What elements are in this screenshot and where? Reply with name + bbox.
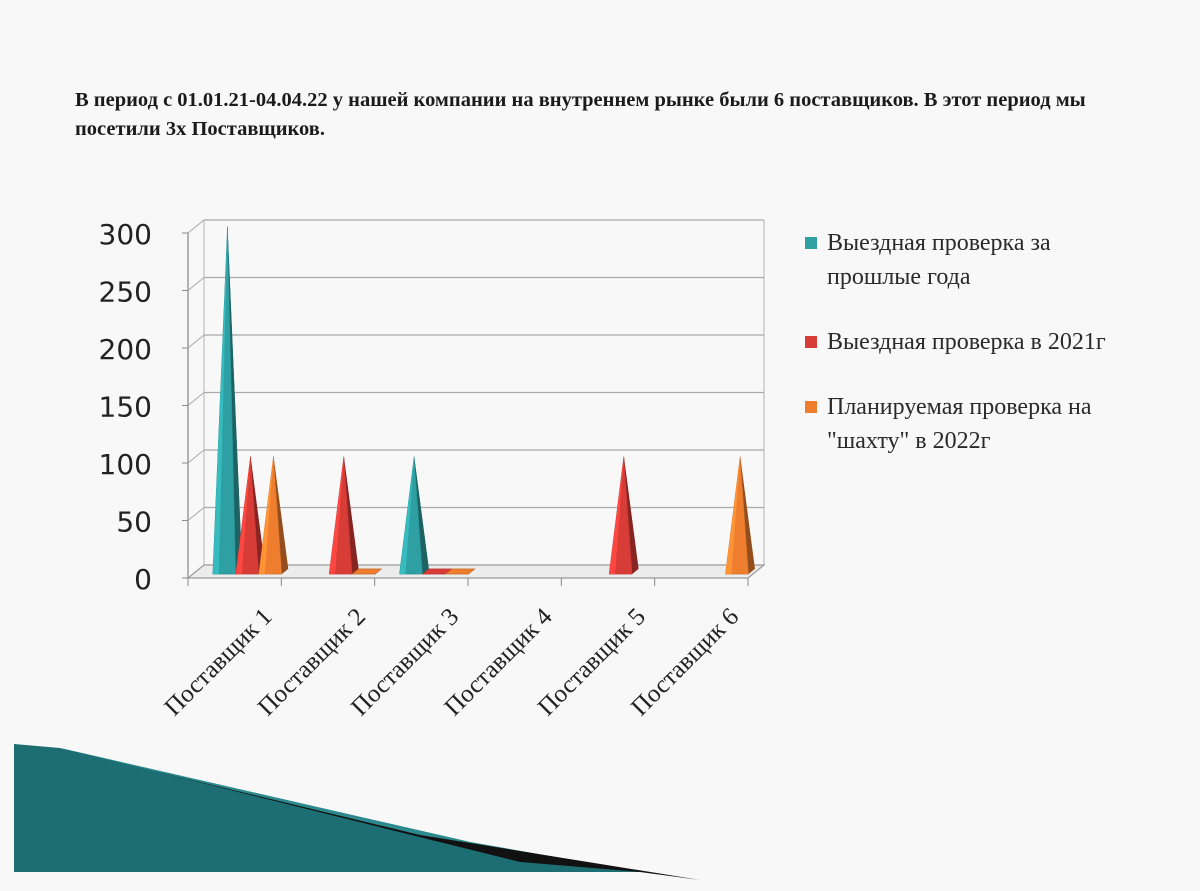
y-tick-label: 50 bbox=[116, 506, 152, 539]
decorative-corner-ribbon bbox=[14, 744, 700, 880]
bar-highlight bbox=[609, 456, 624, 575]
bar-highlight bbox=[329, 456, 344, 575]
bar-side-face bbox=[740, 456, 755, 575]
legend-label: Выездная проверка за прошлые года bbox=[827, 230, 1051, 290]
bar-highlight bbox=[399, 456, 415, 575]
gridline-depth bbox=[187, 334, 205, 349]
legend-swatch bbox=[805, 401, 817, 413]
y-tick-label: 250 bbox=[99, 276, 152, 309]
bar-side-face bbox=[414, 456, 429, 575]
gridline-depth bbox=[187, 277, 205, 291]
bar-highlight bbox=[235, 456, 251, 575]
gridline-depth bbox=[187, 392, 205, 406]
bar-side-face bbox=[343, 456, 359, 575]
legend-swatch bbox=[805, 237, 817, 249]
legend-swatch bbox=[805, 336, 817, 348]
legend-label: Выездная проверка в 2021г bbox=[827, 329, 1106, 355]
decor-teal-band bbox=[14, 744, 640, 872]
bar-zero bbox=[351, 568, 383, 575]
bar-zero bbox=[444, 568, 476, 575]
y-tick-label: 0 bbox=[134, 563, 152, 596]
bar-highlight bbox=[258, 456, 274, 575]
legend-label: Планируемая проверка на "шахту" в 2022г bbox=[827, 394, 1092, 454]
bar-highlight bbox=[725, 456, 741, 575]
page-heading: В период с 01.01.21-04.04.22 у нашей ком… bbox=[75, 89, 1086, 140]
y-tick-label: 300 bbox=[99, 218, 152, 251]
y-tick-label: 200 bbox=[99, 333, 152, 366]
bar-side-face bbox=[623, 456, 639, 575]
legend: Выездная проверка за прошлые года Выездна… bbox=[805, 226, 1135, 489]
bar-side-face bbox=[250, 456, 266, 575]
legend-item: Планируемая проверка на "шахту" в 2022г bbox=[805, 390, 1135, 458]
y-tick-label: 100 bbox=[99, 448, 152, 481]
y-axis-ticks: 0 50 100 150 200 250 300 bbox=[99, 218, 188, 596]
bar-series bbox=[212, 226, 755, 575]
bar-side-face bbox=[227, 226, 243, 575]
gridline-depth bbox=[187, 449, 205, 464]
bar-highlight bbox=[212, 226, 228, 575]
y-tick-label: 150 bbox=[99, 391, 152, 424]
gridlines bbox=[187, 219, 764, 521]
legend-item: Выездная проверка за прошлые года bbox=[805, 226, 1135, 294]
gridline-depth bbox=[187, 219, 205, 234]
gridline-depth bbox=[187, 507, 205, 521]
bar-side-face bbox=[273, 456, 289, 575]
legend-item: Выездная проверка в 2021г bbox=[805, 325, 1135, 359]
